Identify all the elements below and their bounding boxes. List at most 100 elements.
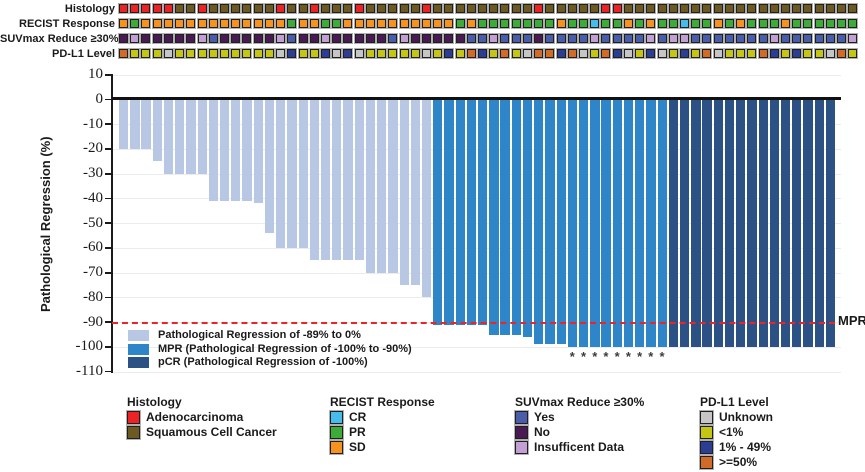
y-tick-label: 0 [95, 91, 104, 107]
annotation-cell-suvmax-reduce [141, 34, 151, 43]
bar [590, 99, 600, 347]
bar [736, 99, 746, 347]
annotation-cell-histology [736, 4, 746, 13]
legend-item-label: CR [349, 410, 367, 424]
annotation-cell-suvmax-reduce [175, 34, 185, 43]
annotation-cell-recist-response [691, 19, 701, 28]
annotation-cell-histology [478, 4, 488, 13]
y-tick [105, 148, 111, 150]
track-label-pdl1: PD-L1 Level [52, 48, 115, 60]
annotation-cell-recist-response [186, 19, 196, 28]
annotation-cell-suvmax-reduce [119, 34, 128, 43]
annotation-cell-histology [702, 4, 712, 13]
legend-item-label: Adenocarcinoma [146, 410, 244, 424]
annotation-cell-histology [208, 4, 218, 13]
annotation-cell-suvmax-reduce [825, 34, 835, 43]
annotation-cell-suvmax-reduce [567, 34, 577, 43]
annotation-cell-histology [276, 4, 286, 13]
y-tick-label: -70 [83, 264, 103, 281]
annotation-cell-histology [601, 4, 611, 13]
annotation-cell-pdl1-level [724, 49, 734, 58]
annotation-cell-suvmax-reduce [837, 34, 847, 43]
annotation-cell-histology [455, 4, 465, 13]
annotation-cell-suvmax-reduce [803, 34, 813, 43]
annotation-cell-suvmax-reduce [601, 34, 611, 43]
annotation-cell-pdl1-level [163, 49, 173, 58]
annotation-cell-suvmax-reduce [668, 34, 678, 43]
annotation-cell-recist-response [354, 19, 364, 28]
annotation-cell-histology [119, 4, 128, 13]
annotation-cell-pdl1-level [309, 49, 319, 58]
asterisk: * [603, 349, 609, 364]
annotation-cell-pdl1-level [601, 49, 611, 58]
annotation-cell-recist-response [814, 19, 824, 28]
bar [175, 99, 185, 174]
legend-item-label: Squamous Cell Cancer [146, 425, 277, 439]
annotation-cell-recist-response [713, 19, 723, 28]
y-tick [105, 346, 111, 348]
annotation-cell-histology [848, 4, 858, 13]
legend-item-label: Unknown [719, 410, 773, 424]
annotation-cell-suvmax-reduce [657, 34, 667, 43]
annotation-cell-recist-response [623, 19, 633, 28]
legend-group-title: PD-L1 Level [700, 395, 769, 409]
annotation-cell-histology [287, 4, 297, 13]
annotation-cell-pdl1-level [837, 49, 847, 58]
annotation-cell-histology [298, 4, 308, 13]
annotation-cell-recist-response [264, 19, 274, 28]
annotation-cell-histology [332, 4, 342, 13]
bar [377, 99, 387, 273]
bar [455, 99, 465, 325]
legend-group-title: Histology [127, 395, 182, 409]
bar [478, 99, 488, 325]
bar [792, 99, 802, 347]
annotation-cell-recist-response [130, 19, 140, 28]
annotation-cell-recist-response [242, 19, 252, 28]
annotation-cell-recist-response [455, 19, 465, 28]
bar [814, 99, 824, 347]
annotation-cell-histology [590, 4, 600, 13]
annotation-cell-histology [421, 4, 431, 13]
annotation-cell-histology [769, 4, 779, 13]
annotation-cell-suvmax-reduce [332, 34, 342, 43]
annotation-cell-pdl1-level [320, 49, 330, 58]
annotation-cell-histology [803, 4, 813, 13]
bar [343, 99, 353, 261]
annotation-cell-histology [668, 4, 678, 13]
y-tick-label: -50 [83, 214, 103, 231]
legend-swatch [700, 456, 713, 469]
annotation-cell-suvmax-reduce [219, 34, 229, 43]
bar [758, 99, 768, 347]
annotation-cell-pdl1-level [646, 49, 656, 58]
bar [657, 99, 667, 347]
annotation-cell-recist-response [780, 19, 790, 28]
track-label-suvmax: SUVmax Reduce ≥30% [0, 33, 119, 45]
legend-swatch [330, 441, 343, 454]
bar [691, 99, 701, 347]
legend-swatch [330, 411, 343, 424]
annotation-cell-recist-response [219, 19, 229, 28]
annotation-cell-pdl1-level [623, 49, 633, 58]
annotation-cell-suvmax-reduce [769, 34, 779, 43]
legend-swatch [515, 441, 528, 454]
annotation-cell-pdl1-level [197, 49, 207, 58]
annotation-cell-recist-response [769, 19, 779, 28]
bar [556, 99, 566, 345]
annotation-cell-pdl1-level [848, 49, 858, 58]
bar [231, 99, 241, 201]
annotation-cell-histology [175, 4, 185, 13]
bar [680, 99, 690, 347]
annotation-cell-pdl1-level [332, 49, 342, 58]
bar [365, 99, 376, 273]
annotation-cell-pdl1-level [354, 49, 364, 58]
legend-item-label: >=50% [719, 455, 758, 469]
annotation-cell-suvmax-reduce [444, 34, 454, 43]
bar [747, 99, 757, 347]
annotation-cell-histology [410, 4, 420, 13]
annotation-cell-recist-response [657, 19, 667, 28]
annotation-cell-suvmax-reduce [489, 34, 499, 43]
annotation-cell-pdl1-level [803, 49, 813, 58]
annotation-cell-histology [646, 4, 656, 13]
annotation-cell-recist-response [332, 19, 342, 28]
